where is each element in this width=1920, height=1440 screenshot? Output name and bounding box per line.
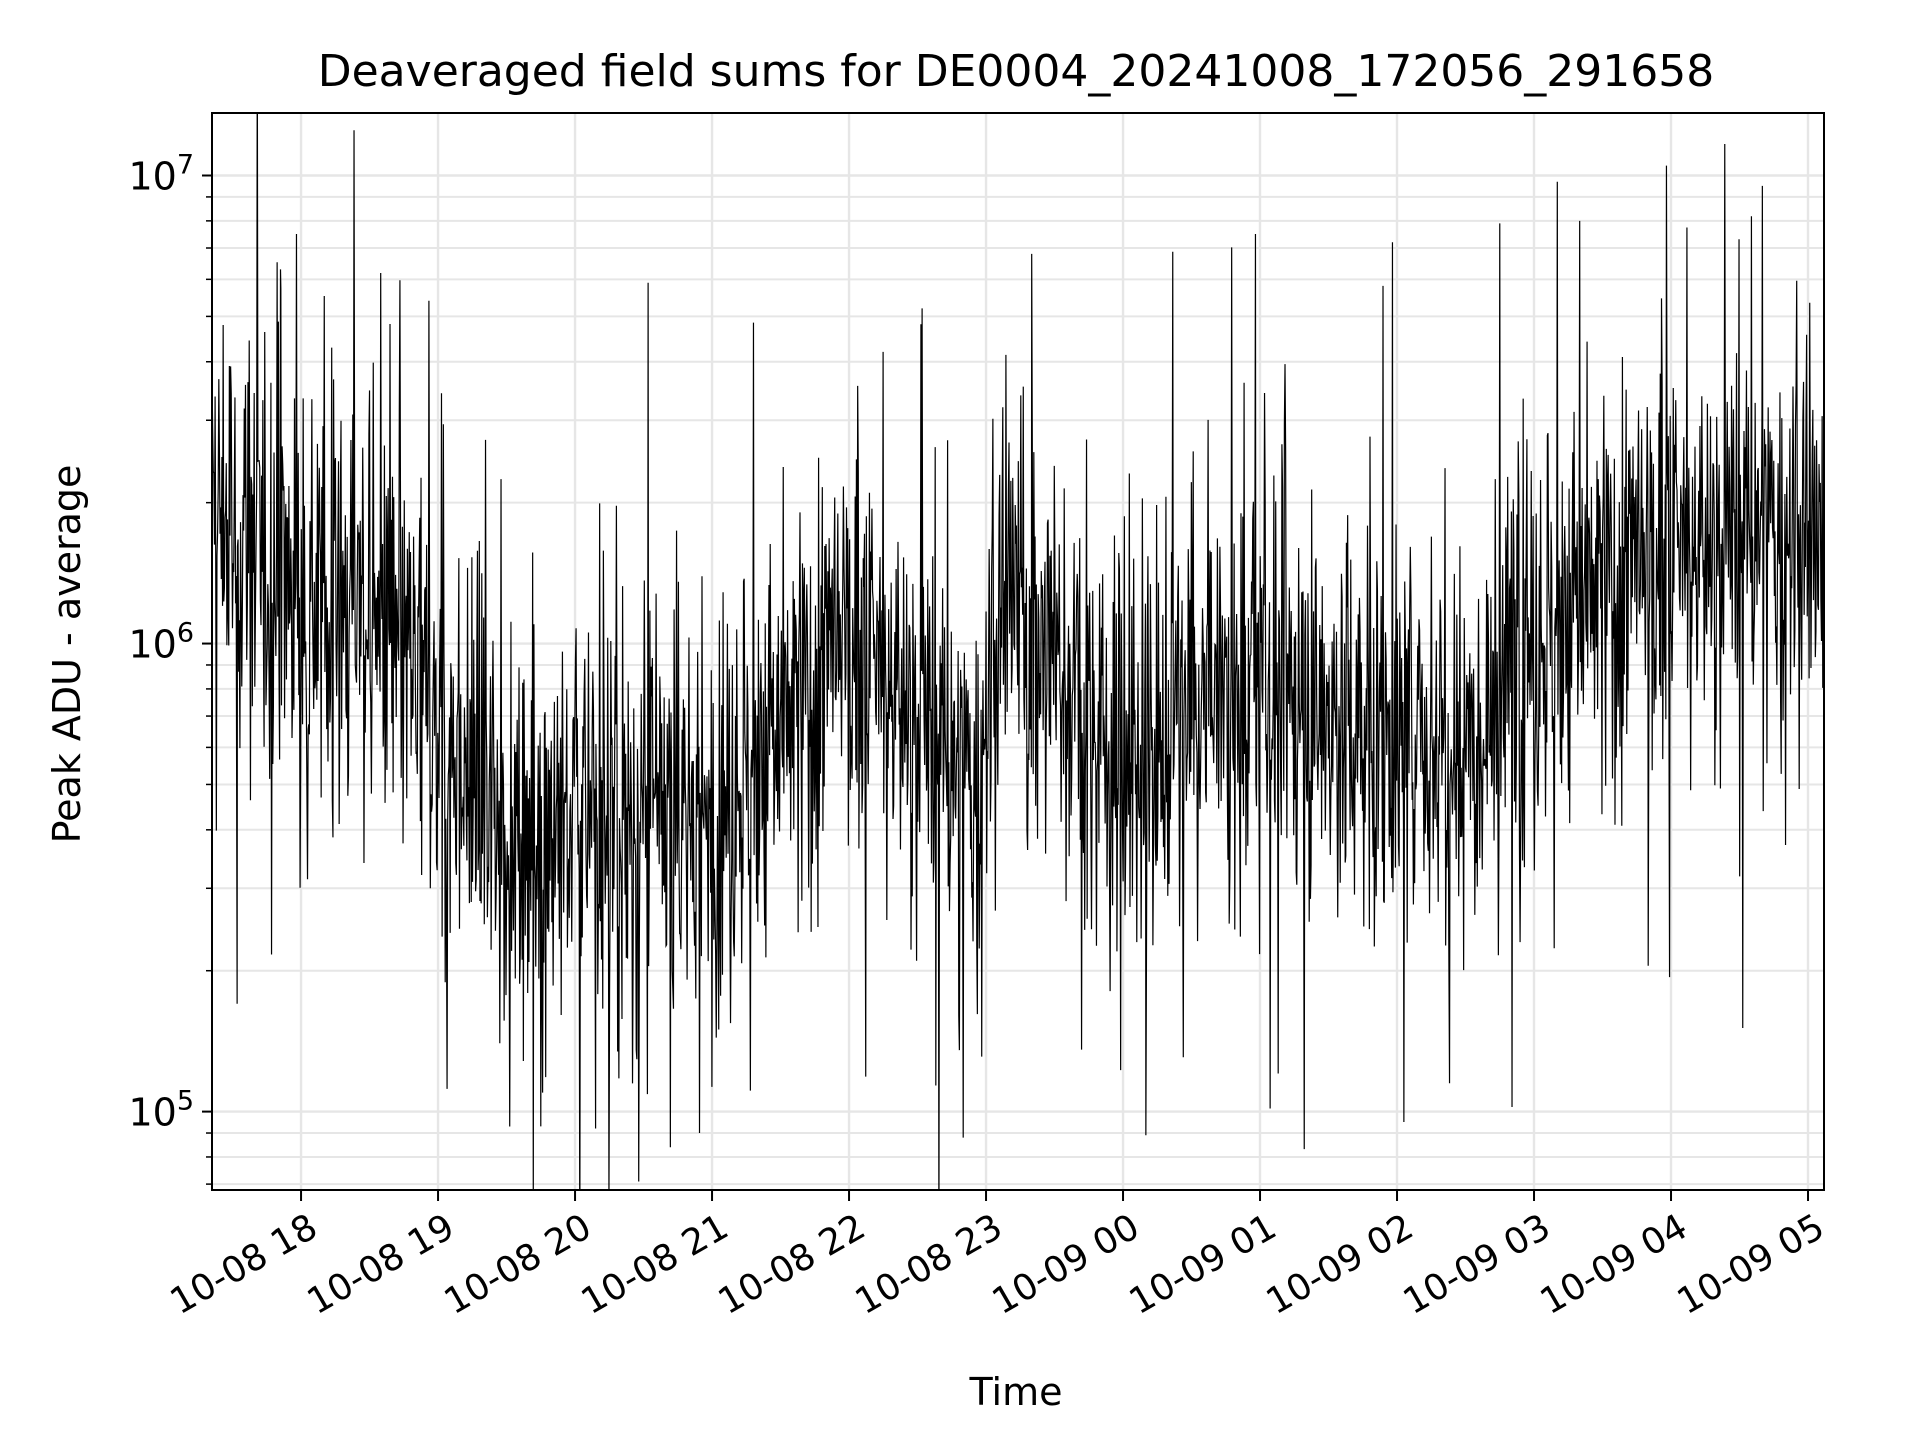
y-tick-label: 106 (128, 618, 194, 667)
y-tick-labels: 105 106 107 (128, 150, 194, 1135)
y-axis-label: Peak ADU - average (45, 465, 89, 844)
plot-frame (211, 112, 1825, 1191)
y-tick-label: 107 (128, 150, 194, 199)
x-axis-label: Time (969, 1370, 1063, 1414)
plot-data-area (212, 113, 1824, 1190)
data-series-line (212, 113, 1824, 1190)
y-tick-label: 105 (128, 1086, 194, 1135)
chart-title: Deaveraged field sums for DE0004_2024100… (318, 46, 1715, 97)
axes (202, 112, 1825, 1201)
